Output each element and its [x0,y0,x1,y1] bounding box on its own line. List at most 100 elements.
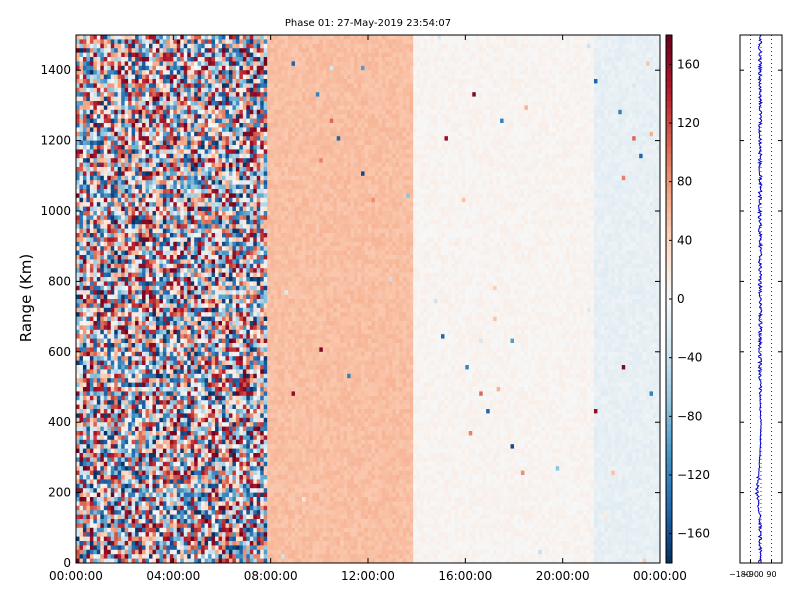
heatmap-cell [208,435,212,441]
heatmap-cell [96,233,101,238]
heatmap-cell [107,268,112,273]
heatmap-cell [152,136,157,141]
heatmap-cell [121,70,125,75]
heatmap-cell [187,510,192,515]
heatmap-cell [218,96,223,102]
heatmap-cell [121,479,125,485]
heatmap-cell [180,299,185,304]
heatmap-cell [183,246,188,251]
heatmap-cell [131,184,136,190]
heatmap-cell [211,483,216,489]
heatmap-cell [110,118,115,124]
heatmap-cell [194,461,198,467]
heatmap-cell [211,246,216,251]
heatmap-cell [121,382,125,388]
heatmap-cell [100,307,105,313]
heatmap-cell [194,241,198,247]
heatmap-cell [86,545,91,551]
heatmap-cell [176,356,181,361]
heatmap-cell [208,180,212,185]
heatmap-cell [190,378,195,383]
heatmap-cell [169,417,174,423]
heatmap-cell [173,158,178,163]
heatmap-cell [76,312,80,317]
heatmap-cell [187,43,192,49]
heatmap-cell [117,325,122,331]
heatmap-cell [215,127,219,133]
heatmap-cell [180,391,185,397]
heatmap-cell [128,431,132,436]
heatmap-cell [215,109,219,115]
heatmap-cell [173,409,178,414]
heatmap-cell [187,453,192,458]
heatmap-cell [197,162,202,168]
heatmap-cell [190,347,195,353]
heatmap-cell [86,118,91,124]
heatmap-cell [142,219,146,225]
heatmap-cell [89,180,94,185]
heatmap-cell [169,140,174,146]
heatmap-cell [162,246,167,251]
heatmap-cell [173,532,178,537]
heatmap-cell [197,109,202,115]
heatmap-cell [194,492,198,498]
heatmap-cell [183,501,188,507]
heatmap-cell [145,475,150,480]
heatmap-cell [135,510,139,515]
heatmap-cell [190,343,195,348]
heatmap-cell [93,290,98,295]
heatmap-cell [180,65,185,71]
heatmap-cell [114,281,119,287]
heatmap-cell [194,527,198,533]
heatmap-cell [96,92,101,97]
heatmap-cell [110,558,115,564]
heatmap-cell [155,303,160,309]
heatmap-cell [135,175,139,181]
heatmap-cell [155,87,160,93]
heatmap-cell [215,435,219,441]
heatmap-cell [110,43,115,49]
heatmap-cell [76,541,80,546]
heatmap-cell [173,87,178,93]
heatmap-cell [135,79,139,84]
heatmap-cell [159,294,164,300]
heatmap-cell [79,114,84,119]
heatmap-cell [218,285,223,291]
heatmap-cell [135,277,139,282]
heatmap-cell [100,92,105,97]
heatmap-cell [166,268,171,273]
heatmap-cell [86,206,91,212]
heatmap-cell [100,492,105,498]
heatmap-cell [107,237,112,243]
heatmap-cell [162,35,167,40]
heatmap-cell [145,153,150,159]
heatmap-cell [187,87,192,93]
heatmap-cell [79,149,84,155]
heatmap-cell [93,224,98,229]
heatmap-cell [76,343,80,348]
heatmap-cell [152,541,157,546]
heatmap-cell [173,277,178,282]
heatmap-cell [180,373,185,379]
heatmap-cell [100,272,105,278]
heatmap-cell [124,57,129,62]
heatmap-cell [114,180,119,185]
heatmap-cell [211,96,216,102]
heatmap-cell [135,202,139,207]
heatmap-cell [197,545,202,551]
heatmap-cell [187,347,192,353]
heatmap-cell [173,422,178,427]
heatmap-cell [187,321,192,326]
heatmap-cell [128,277,132,282]
heatmap-cell [107,48,112,53]
heatmap-cell [152,233,157,238]
heatmap-cell [145,136,150,141]
heatmap-cell [204,149,209,155]
heatmap-cell [149,87,153,93]
heatmap-cell [86,439,91,445]
heatmap-cell [187,277,192,282]
heatmap-cell [218,215,223,221]
heatmap-cell [173,347,178,353]
heatmap-cell [110,387,115,392]
heatmap-cell [124,224,129,229]
